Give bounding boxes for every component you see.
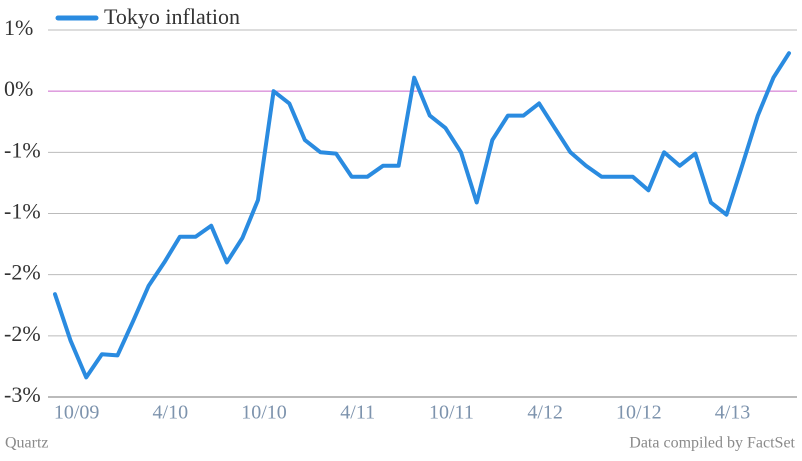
legend-label: Tokyo inflation [104, 4, 240, 29]
x-tick-label: 4/10 [153, 402, 189, 424]
y-tick-label: -2% [4, 321, 41, 346]
x-tick-label: 4/12 [527, 402, 563, 424]
x-tick-label: 4/13 [715, 402, 751, 424]
credit: Quartz [5, 435, 49, 452]
y-tick-label: -3% [4, 382, 41, 407]
y-tick-label: 0% [4, 76, 33, 101]
x-tick-label: 10/10 [241, 402, 287, 424]
y-tick-label: 1% [4, 15, 33, 40]
y-tick-label: -1% [4, 199, 41, 224]
y-tick-label: -1% [4, 137, 41, 162]
series-line [53, 51, 791, 380]
x-tick-label: 10/12 [616, 402, 662, 424]
x-tick-label: 10/09 [54, 402, 100, 424]
source: Data compiled by FactSet [629, 435, 795, 452]
y-tick-label: -2% [4, 260, 41, 285]
x-tick-label: 10/11 [429, 402, 474, 424]
x-tick-label: 4/11 [340, 402, 375, 424]
